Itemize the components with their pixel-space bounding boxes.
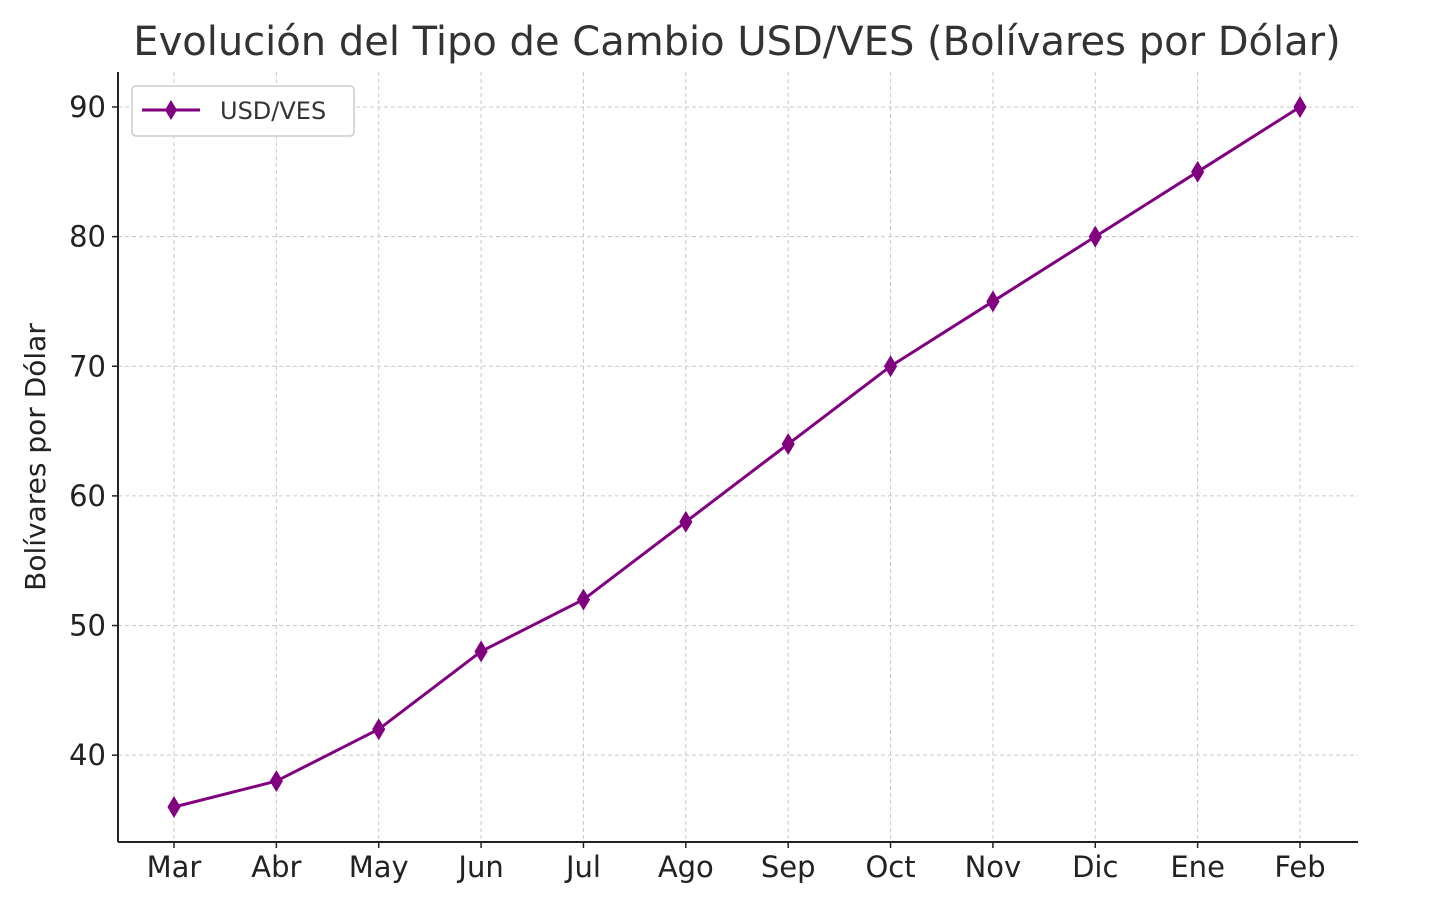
data-point-marker: [679, 510, 693, 533]
y-axis-ticks: 40 50 60 70 80 90: [69, 90, 118, 772]
x-tick-label: May: [349, 850, 409, 884]
x-tick-label: Dic: [1072, 850, 1118, 884]
data-point-marker: [781, 433, 795, 456]
y-tick-label: 80: [69, 220, 106, 254]
series-line: [173, 105, 1301, 809]
data-point-marker: [576, 588, 591, 611]
series-group: [167, 96, 1307, 818]
legend-label: USD/VES: [220, 97, 326, 125]
data-point-marker: [372, 718, 386, 741]
chart-title: Evolución del Tipo de Cambio USD/VES (Bo…: [133, 19, 1340, 65]
y-axis-label: Bolívares por Dólar: [19, 323, 52, 591]
axes: [117, 72, 1358, 843]
x-tick-label: Feb: [1274, 850, 1325, 884]
data-point-marker: [1293, 96, 1307, 118]
legend-diamond-marker: [165, 100, 177, 120]
y-tick-label: 60: [69, 479, 106, 513]
data-point-marker: [883, 355, 898, 378]
data-point-marker: [474, 640, 488, 663]
data-point-marker: [1088, 225, 1102, 248]
x-tick-label: Jun: [456, 850, 503, 884]
x-tick-label: Ago: [658, 850, 714, 884]
data-point-marker: [986, 290, 1000, 313]
x-tick-label: Mar: [147, 850, 202, 884]
y-tick-label: 40: [69, 738, 106, 772]
legend-box: [131, 85, 355, 137]
x-axis-ticks: Mar Abr May Jun Jul Ago Sep Oct Nov Dic Ene Feb: [147, 842, 1326, 884]
data-point-marker: [167, 796, 181, 818]
x-tick-label: Oct: [865, 850, 915, 884]
y-tick-label: 90: [69, 90, 106, 124]
x-tick-label: Ene: [1170, 850, 1225, 884]
data-point-marker: [269, 770, 283, 793]
x-tick-label: Sep: [761, 850, 816, 884]
x-tick-label: Nov: [965, 850, 1022, 884]
x-tick-label: Abr: [251, 850, 301, 884]
y-tick-label: 50: [69, 609, 106, 643]
y-tick-label: 70: [69, 349, 106, 383]
legend: USD/VES: [131, 85, 355, 137]
grid: [118, 72, 1358, 842]
data-point-marker: [1191, 160, 1205, 183]
x-tick-label: Jul: [564, 850, 601, 884]
